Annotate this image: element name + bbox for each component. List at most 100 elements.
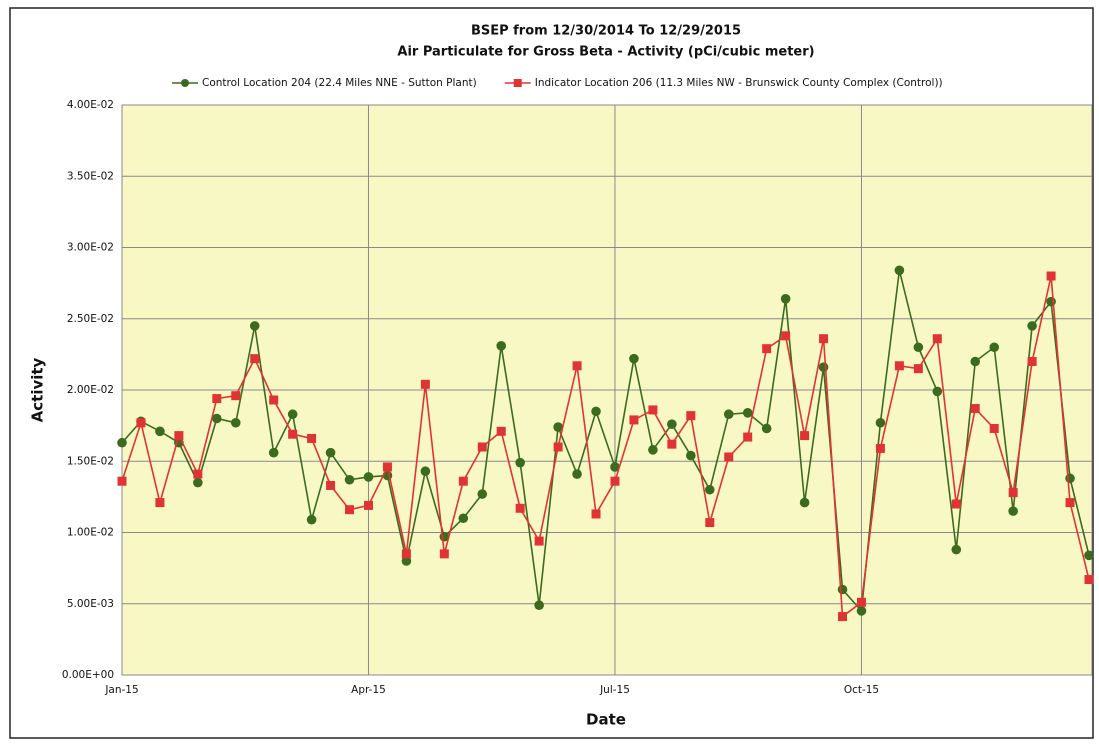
marker: [837, 584, 848, 595]
marker: [704, 484, 715, 495]
marker: [1027, 321, 1037, 331]
marker: [819, 334, 829, 344]
marker: [686, 411, 696, 421]
marker: [326, 480, 336, 490]
marker: [231, 391, 241, 401]
marker: [496, 426, 506, 436]
marker: [761, 423, 772, 434]
marker: [686, 450, 696, 461]
marker: [591, 406, 601, 417]
marker: [932, 386, 943, 397]
marker: [250, 354, 260, 364]
x-tick-label: Jul-15: [599, 684, 630, 696]
marker: [970, 404, 980, 414]
marker: [439, 549, 449, 559]
marker: [477, 442, 487, 452]
marker: [458, 476, 468, 486]
y-axis-label: Activity: [29, 357, 47, 422]
marker: [382, 462, 392, 472]
y-tick-label: 3.00E-02: [67, 242, 114, 254]
marker: [269, 395, 279, 405]
y-tick-label: 3.50E-02: [67, 170, 114, 182]
marker: [838, 612, 848, 622]
marker: [1027, 357, 1037, 366]
marker: [155, 426, 165, 437]
marker: [307, 433, 317, 443]
marker: [989, 342, 999, 353]
marker: [818, 362, 829, 373]
marker: [306, 514, 317, 525]
marker: [1084, 575, 1094, 585]
marker: [1084, 550, 1094, 561]
marker: [212, 394, 222, 404]
marker: [268, 447, 279, 458]
marker: [534, 536, 544, 546]
marker: [743, 432, 753, 442]
marker: [1008, 488, 1018, 498]
marker: [1008, 506, 1018, 516]
marker: [117, 476, 127, 486]
marker: [875, 443, 885, 453]
marker: [344, 474, 355, 485]
marker: [458, 513, 469, 524]
marker: [401, 556, 412, 566]
marker: [913, 342, 924, 353]
marker: [288, 429, 298, 439]
y-tick-label: 5.00E-03: [67, 598, 114, 610]
marker: [136, 418, 146, 428]
marker: [951, 544, 962, 555]
marker: [781, 331, 791, 341]
legend-label: Indicator Location 206 (11.3 Miles NW - …: [535, 77, 943, 89]
marker: [553, 442, 563, 452]
marker: [363, 500, 373, 510]
marker: [363, 472, 374, 482]
marker: [249, 321, 260, 331]
marker: [193, 477, 203, 488]
marker: [762, 344, 772, 354]
marker: [572, 469, 582, 479]
marker: [989, 423, 999, 433]
marker: [970, 356, 981, 367]
marker: [667, 419, 677, 430]
legend-marker: [513, 79, 522, 87]
marker: [496, 341, 507, 351]
marker: [648, 445, 658, 455]
marker: [553, 422, 563, 432]
marker: [1046, 296, 1056, 307]
marker: [345, 505, 355, 515]
marker: [534, 600, 544, 610]
marker: [894, 265, 905, 276]
marker: [325, 447, 336, 458]
series-line: [121, 270, 1090, 613]
marker: [515, 457, 525, 468]
marker: [212, 413, 222, 424]
marker: [629, 353, 639, 364]
legend-label: Control Location 204 (22.4 Miles NNE - S…: [202, 77, 477, 89]
chart-subtitle: Air Particulate for Gross Beta - Activit…: [397, 45, 814, 60]
y-tick-label: 2.00E-02: [67, 384, 114, 396]
marker: [420, 379, 430, 389]
marker: [875, 417, 886, 428]
marker: [477, 489, 488, 499]
marker: [193, 469, 203, 479]
marker: [610, 476, 620, 486]
marker: [572, 361, 582, 371]
x-axis-label: Date: [586, 711, 626, 729]
marker: [932, 334, 942, 344]
marker: [1046, 271, 1056, 281]
marker: [515, 503, 525, 513]
marker: [230, 417, 241, 428]
marker: [287, 409, 298, 420]
x-tick-label: Jan-15: [104, 684, 138, 696]
marker: [705, 518, 715, 528]
marker: [800, 431, 810, 441]
marker: [155, 498, 165, 508]
marker: [799, 497, 810, 508]
marker: [780, 294, 791, 304]
marker: [1065, 498, 1075, 508]
chart-title: BSEP from 12/30/2014 To 12/29/2015: [471, 24, 741, 39]
marker: [856, 606, 867, 616]
marker: [667, 439, 677, 449]
marker: [629, 415, 639, 425]
